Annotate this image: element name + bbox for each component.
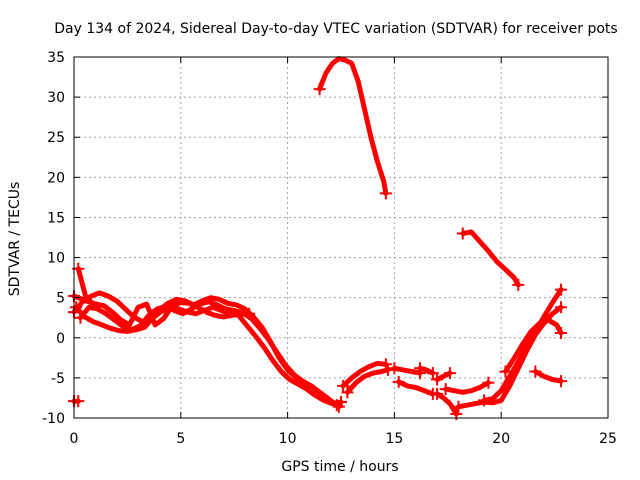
y-tick-label: 20: [47, 170, 65, 186]
y-axis-label: SDTVAR / TECUs: [7, 182, 23, 297]
series-endpoint-marker: [341, 386, 354, 399]
x-tick-label: 10: [279, 431, 297, 447]
series-line: [317, 56, 389, 196]
series-endpoint-marker: [555, 301, 568, 314]
series-line: [503, 317, 564, 374]
x-tick-label: 15: [385, 431, 403, 447]
series-line: [75, 266, 252, 328]
series-line: [460, 229, 521, 288]
series-line: [73, 304, 344, 407]
axis-ticks: 0 5 10 15 20 25 -10 -5 0 5 10 15 20 25 30 35: [42, 50, 617, 447]
series-endpoint-marker: [499, 365, 512, 378]
series-endpoint-marker: [555, 283, 568, 296]
series-endpoint-marker: [392, 375, 405, 388]
series-line: [77, 299, 340, 408]
x-tick-label: 5: [176, 431, 185, 447]
series-endpoint-marker: [450, 407, 463, 420]
series-endpoint-marker: [482, 376, 495, 389]
series-endpoint-marker: [70, 301, 83, 314]
series-endpoint-marker: [85, 296, 98, 309]
series-endpoint-marker: [431, 373, 444, 386]
series-endpoint-marker: [555, 326, 568, 339]
y-tick-label: 0: [56, 331, 65, 347]
y-tick-label: 25: [47, 130, 65, 146]
series-line: [344, 367, 391, 395]
y-tick-label: -5: [51, 371, 65, 387]
series-line: [481, 287, 564, 403]
series-endpoint-marker: [512, 278, 525, 291]
series-endpoint-marker: [456, 227, 469, 240]
series-line: [434, 391, 459, 417]
series-endpoint-marker: [381, 363, 394, 376]
series-line: [434, 370, 453, 382]
series-line: [340, 360, 389, 389]
series-endpoint-marker: [72, 395, 85, 408]
x-tick-label: 0: [70, 431, 79, 447]
x-tick-label: 20: [492, 431, 510, 447]
x-tick-label: 25: [599, 431, 617, 447]
series-endpoint-marker: [72, 262, 85, 275]
series-line: [532, 369, 564, 384]
y-tick-label: 10: [47, 251, 65, 267]
chart-title: Day 134 of 2024, Sidereal Day-to-day VTE…: [54, 21, 617, 37]
series-endpoint-marker: [388, 362, 401, 375]
series-endpoint-marker: [379, 187, 392, 200]
series-endpoint-marker: [431, 387, 444, 400]
x-axis-label: GPS time / hours: [281, 459, 398, 475]
grid: [74, 57, 608, 418]
series-line: [396, 379, 436, 397]
y-tick-label: 5: [56, 291, 65, 307]
series-endpoint-marker: [243, 307, 256, 320]
series-endpoint-marker: [529, 365, 542, 378]
series-endpoint-marker: [313, 83, 326, 96]
plot-frame: [73, 56, 609, 419]
series-endpoint-marker: [379, 358, 392, 371]
series-endpoint-marker: [478, 394, 491, 407]
series-endpoint-marker: [335, 395, 347, 408]
series-endpoint-marker: [439, 383, 452, 396]
y-tick-label: 15: [47, 210, 65, 226]
series-endpoint-marker: [452, 400, 465, 413]
series-endpoint-marker: [414, 362, 427, 375]
y-tick-label: -10: [42, 411, 65, 427]
y-tick-label: 35: [47, 50, 65, 66]
series-group: [68, 56, 568, 420]
y-tick-label: 30: [47, 90, 65, 106]
series-line: [443, 380, 491, 395]
series-endpoint-marker: [337, 379, 350, 392]
series-endpoint-marker: [443, 367, 456, 380]
series-endpoint-marker: [555, 375, 568, 388]
series-endpoint-marker: [426, 367, 439, 380]
